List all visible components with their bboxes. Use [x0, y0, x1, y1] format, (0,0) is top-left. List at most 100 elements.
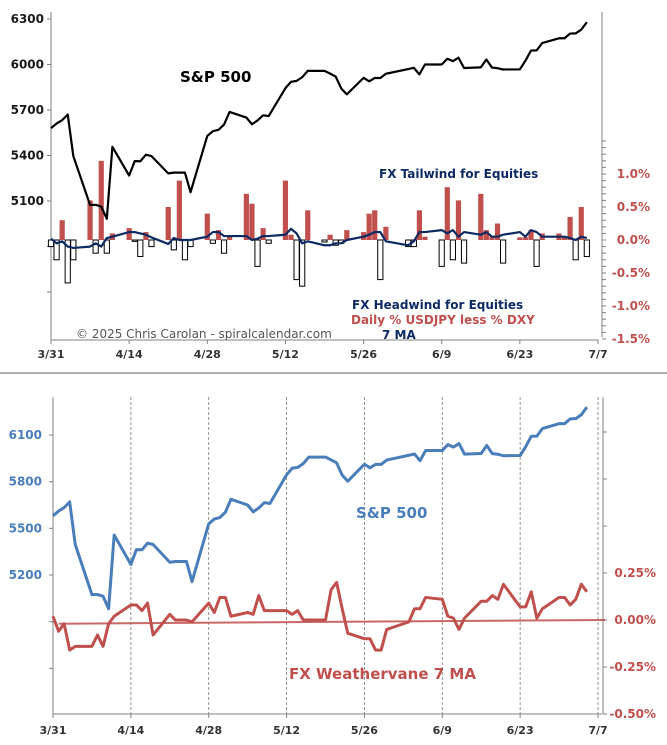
fx-bar-positive [204, 213, 210, 240]
fx-bar-positive [372, 210, 378, 240]
x-tick-label: 4/28 [195, 724, 222, 737]
x-tick-label: 4/28 [194, 348, 221, 361]
fx-bar-negative [64, 239, 71, 284]
x-tick-label: 7/7 [588, 348, 607, 361]
fx-bar-negative [572, 239, 579, 261]
series-description-label: Daily % USDJPY less % DXY [351, 313, 535, 327]
fx-bar-positive [483, 230, 489, 240]
right-tick-label: 0.00% [614, 613, 656, 627]
fx-bar-positive [260, 228, 266, 240]
fx-bar-positive [489, 236, 495, 240]
bottom-x-axis-ticks: 3/31 4/14 4/28 5/12 5/26 6/9 6/23 7/7 [40, 714, 608, 737]
fx-bar-negative [209, 239, 216, 244]
right-tick-label: -0.50% [609, 707, 656, 721]
x-tick-label: 5/12 [272, 348, 299, 361]
fx-bar-positive [98, 160, 104, 240]
x-tick-label: 6/9 [433, 724, 452, 737]
x-tick-label: 5/12 [273, 724, 300, 737]
x-tick-label: 7/7 [588, 724, 607, 737]
fx-bar-negative [131, 239, 138, 242]
x-tick-label: 6/23 [506, 348, 533, 361]
fx-bar-positive [455, 200, 462, 240]
x-tick-label: 4/14 [116, 348, 143, 361]
fx-bar-positive [478, 193, 484, 240]
tailwind-label: FX Tailwind for Equities [379, 167, 538, 181]
fx-bar-positive [243, 193, 249, 240]
fx-bar-negative [181, 239, 189, 261]
top-x-axis-ticks: 3/31 4/14 4/28 5/12 5/26 6/9 6/23 7/7 [38, 340, 608, 361]
fx-bar-negative [293, 239, 300, 281]
right-tick-label: 0.0% [617, 233, 650, 247]
right-tick-label: -0.25% [609, 660, 656, 674]
x-tick-label: 5/26 [351, 724, 378, 737]
right-tick-label: 0.5% [617, 200, 650, 214]
x-tick-label: 6/9 [432, 348, 451, 361]
bottom-left-axis-ticks: 6100 5800 5500 5200 [9, 428, 53, 669]
fx-bar-positive [567, 216, 573, 240]
fx-bar-positive [561, 236, 568, 240]
sp500-line-top [50, 21, 588, 220]
left-tick-label: 5700 [11, 103, 44, 117]
fx-bar-positive [59, 220, 65, 240]
x-tick-label: 3/31 [38, 348, 65, 361]
fx-bar-positive [444, 187, 450, 240]
fx-bar-negative [220, 239, 228, 254]
fx-bar-positive [227, 236, 233, 240]
left-tick-label: 5100 [11, 194, 44, 208]
fx-bar-positive [165, 207, 171, 240]
fx-bar-negative [460, 239, 468, 264]
top-panel: 6300 6000 5700 5400 5100 1.0% 0.5% 0.0% -0.5% -1… [11, 12, 650, 361]
sp500-label-top: S&P 500 [180, 68, 251, 86]
fx-bar-negative [148, 239, 155, 248]
sp500-label-bottom: S&P 500 [356, 504, 427, 522]
fx-bar-positive [422, 236, 428, 240]
fx-bar-positive [578, 207, 584, 240]
fx-bar-negative [299, 239, 306, 287]
left-tick-label: 6100 [9, 428, 42, 442]
fx-bar-negative [53, 239, 60, 261]
x-tick-label: 3/31 [40, 724, 67, 737]
fx-bar-positive [305, 210, 311, 240]
fx-bar-negative [70, 239, 77, 261]
fx-bar-negative [92, 239, 99, 254]
right-tick-label: 0.25% [614, 566, 656, 580]
x-tick-label: 6/23 [507, 724, 534, 737]
fx-bar-negative [449, 239, 456, 261]
top-right-axis-ticks: 1.0% 0.5% 0.0% -0.5% -1.0% -1.5% [602, 140, 650, 346]
fx-bar-positive [176, 180, 182, 240]
left-tick-label: 5500 [9, 521, 42, 535]
fx-7ma-line-top [50, 227, 588, 250]
fx-bar-negative [170, 239, 177, 251]
fx-bar-negative [265, 239, 272, 244]
fx-bar-negative [321, 239, 328, 243]
fx-bar-positive [143, 232, 149, 240]
copyright-label: © 2025 Chris Carolan - spiralcalendar.co… [76, 327, 332, 341]
fx-bar-positive [522, 237, 529, 240]
left-tick-label: 5800 [9, 475, 42, 489]
fx-bar-negative [583, 239, 590, 257]
fx-bar-positive [517, 237, 523, 240]
x-tick-label: 5/26 [350, 348, 377, 361]
fx-bar-positive [416, 210, 422, 240]
left-tick-label: 6000 [11, 58, 44, 72]
top-left-axis-ticks: 6300 6000 5700 5400 5100 [11, 12, 51, 293]
bottom-right-axis-ticks: 0.25% 0.00% -0.25% -0.50% [603, 431, 656, 721]
fx-bar-negative [500, 239, 507, 264]
fx-bar-positive [344, 230, 350, 240]
fx-bar-positive [494, 223, 501, 240]
fx-bar-positive [282, 180, 289, 240]
fx-bar-negative [137, 239, 144, 257]
fx-bar-positive [249, 203, 255, 240]
fx-bar-positive [126, 228, 132, 240]
headwind-label: FX Headwind for Equities [352, 298, 523, 312]
left-tick-label: 5200 [9, 568, 42, 582]
right-tick-label: -1.5% [612, 332, 650, 346]
weathervane-zero-trend-line [58, 619, 606, 625]
left-tick-label: 5400 [11, 149, 44, 163]
fx-bar-positive [87, 200, 93, 240]
right-tick-label: 1.0% [617, 167, 650, 181]
fx-bar-positive [383, 226, 389, 240]
